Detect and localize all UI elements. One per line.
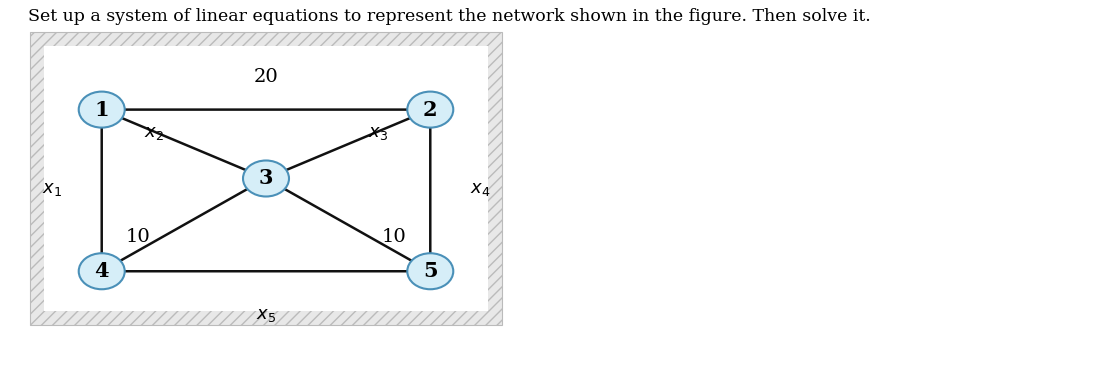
- Bar: [30, 32, 502, 325]
- Text: 5: 5: [423, 261, 437, 281]
- Text: 1: 1: [95, 100, 109, 120]
- Ellipse shape: [407, 92, 454, 128]
- Ellipse shape: [243, 160, 289, 196]
- Text: 2: 2: [423, 100, 437, 120]
- Bar: [43, 46, 488, 311]
- Text: $x_5$: $x_5$: [256, 306, 277, 324]
- Ellipse shape: [79, 92, 125, 128]
- Text: 4: 4: [95, 261, 109, 281]
- Ellipse shape: [407, 253, 454, 289]
- Text: 3: 3: [259, 168, 273, 188]
- Text: $x_2$: $x_2$: [144, 125, 164, 142]
- Text: $x_1$: $x_1$: [41, 180, 61, 198]
- Text: Set up a system of linear equations to represent the network shown in the figure: Set up a system of linear equations to r…: [28, 8, 871, 25]
- Text: 10: 10: [126, 228, 151, 246]
- Text: $x_4$: $x_4$: [471, 180, 491, 198]
- Ellipse shape: [79, 253, 125, 289]
- Text: 10: 10: [381, 228, 406, 246]
- Text: 20: 20: [253, 68, 279, 86]
- Text: $x_3$: $x_3$: [368, 125, 388, 142]
